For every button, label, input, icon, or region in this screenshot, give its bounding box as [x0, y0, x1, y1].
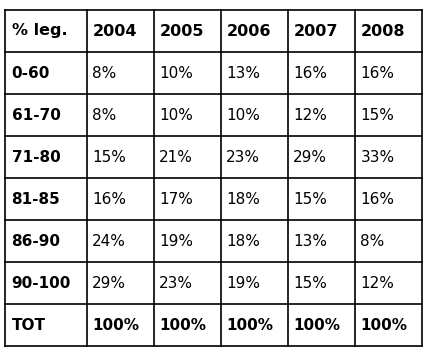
Text: TOT: TOT [12, 318, 46, 333]
Text: 61-70: 61-70 [12, 108, 60, 122]
Text: 2007: 2007 [293, 23, 337, 38]
Text: 100%: 100% [159, 318, 206, 333]
Text: 13%: 13% [226, 66, 260, 80]
Text: 18%: 18% [226, 192, 259, 206]
Text: 2005: 2005 [159, 23, 203, 38]
Text: 86-90: 86-90 [12, 234, 60, 248]
Text: 2004: 2004 [92, 23, 137, 38]
Text: 12%: 12% [360, 276, 393, 290]
Text: 15%: 15% [92, 150, 126, 164]
Text: 19%: 19% [159, 234, 193, 248]
Text: 100%: 100% [293, 318, 340, 333]
Text: 24%: 24% [92, 234, 126, 248]
Text: 19%: 19% [226, 276, 260, 290]
Text: 100%: 100% [226, 318, 273, 333]
Text: 81-85: 81-85 [12, 192, 60, 206]
Text: 16%: 16% [293, 66, 327, 80]
Text: 10%: 10% [159, 108, 193, 122]
Text: 15%: 15% [293, 192, 326, 206]
Text: 71-80: 71-80 [12, 150, 60, 164]
Text: 2006: 2006 [226, 23, 270, 38]
Text: 16%: 16% [360, 192, 394, 206]
Text: 15%: 15% [293, 276, 326, 290]
Text: 16%: 16% [92, 192, 126, 206]
Text: 0-60: 0-60 [12, 66, 50, 80]
Text: % leg.: % leg. [12, 23, 67, 38]
Text: 8%: 8% [92, 108, 116, 122]
Text: 29%: 29% [92, 276, 126, 290]
Text: 90-100: 90-100 [12, 276, 71, 290]
Text: 10%: 10% [226, 108, 259, 122]
Text: 100%: 100% [360, 318, 406, 333]
Text: 13%: 13% [293, 234, 327, 248]
Text: 15%: 15% [360, 108, 393, 122]
Text: 12%: 12% [293, 108, 326, 122]
Text: 23%: 23% [159, 276, 193, 290]
Text: 17%: 17% [159, 192, 193, 206]
Text: 16%: 16% [360, 66, 394, 80]
Text: 2008: 2008 [360, 23, 404, 38]
Text: 23%: 23% [226, 150, 260, 164]
Text: 33%: 33% [360, 150, 394, 164]
Text: 8%: 8% [92, 66, 116, 80]
Text: 8%: 8% [360, 234, 384, 248]
Text: 21%: 21% [159, 150, 193, 164]
Text: 100%: 100% [92, 318, 139, 333]
Text: 18%: 18% [226, 234, 259, 248]
Text: 10%: 10% [159, 66, 193, 80]
Text: 29%: 29% [293, 150, 327, 164]
